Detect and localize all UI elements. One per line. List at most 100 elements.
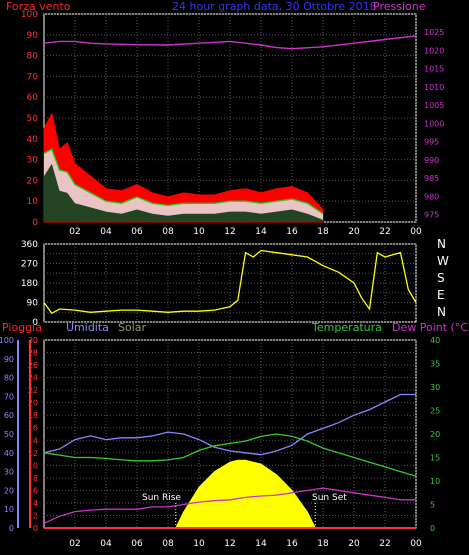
wind-gust-area (43, 112, 324, 223)
pressure-y-tick-label: 990 (424, 156, 439, 165)
wind-y-tick-label: 40 (27, 135, 39, 145)
wind-x-tick-label: 00 (410, 227, 422, 237)
pressure-y-tick-label: 980 (424, 192, 439, 201)
humidity-y-tick-label: 90 (4, 355, 14, 364)
humidity-y-tick-label: 40 (4, 449, 14, 458)
wind-y-tick-label: 10 (27, 197, 39, 207)
wind-y-tick-label: 90 (27, 31, 39, 41)
wind-x-tick-label: 22 (379, 227, 390, 237)
rain-y-tick-label: 2 (33, 511, 38, 520)
rain-y-tick-label: 14 (28, 436, 38, 445)
temperature-y-tick-label: 20 (430, 430, 440, 439)
temperature-y-tick-label: 15 (430, 454, 440, 463)
wind-y-tick-label: 70 (27, 72, 39, 82)
direction-y-tick-label: 180 (21, 279, 38, 289)
wind-axis-label: Forza vento (6, 0, 71, 13)
wind-x-tick-label: 04 (100, 227, 112, 237)
direction-y-tick-label: 90 (27, 299, 39, 309)
humidity-line (43, 393, 416, 456)
pressure-y-tick-label: 995 (424, 138, 439, 147)
temperature-y-tick-label: 10 (430, 477, 440, 486)
rain-axis-label: Pioggia (2, 321, 42, 334)
wind-y-tick-label: 60 (27, 93, 39, 103)
humidity-y-tick-label: 30 (4, 468, 14, 477)
wind-avg-line (43, 148, 324, 215)
direction-label-n-bottom: N (437, 305, 446, 319)
wind-min-area (44, 163, 323, 222)
temp-x-tick-label: 06 (131, 539, 143, 549)
pressure-y-tick-label: 1015 (424, 65, 444, 74)
humidity-y-tick-label: 50 (4, 430, 14, 439)
wind-y-tick-label: 20 (27, 176, 39, 186)
direction-y-tick-label: 0 (32, 318, 38, 328)
wind-x-tick-label: 12 (224, 227, 235, 237)
wind-y-tick-label: 100 (21, 10, 38, 20)
wind-y-tick-label: 80 (27, 52, 39, 62)
temp-humidity-panel: 0246810121416182022242628300102030405060… (0, 336, 440, 549)
wind-x-tick-label: 06 (131, 227, 143, 237)
dewpoint-axis-label: Dew Point (°C) (392, 321, 469, 334)
sunset-annotation: Sun Set (312, 493, 347, 503)
wind-x-tick-label: 18 (317, 227, 329, 237)
pressure-y-tick-label: 1025 (424, 28, 444, 37)
temp-x-tick-label: 04 (100, 539, 112, 549)
humidity-axis-label: Umidita (66, 321, 109, 334)
solar-axis-label: Solar (118, 321, 147, 334)
rain-y-tick-label: 6 (33, 486, 38, 495)
temperature-y-tick-label: 30 (430, 383, 440, 392)
rain-y-tick-label: 18 (28, 411, 38, 420)
humidity-y-tick-label: 70 (4, 392, 14, 401)
wind-x-tick-label: 14 (255, 227, 267, 237)
pressure-y-tick-label: 985 (424, 174, 439, 183)
temp-x-tick-label: 12 (224, 539, 235, 549)
temp-x-tick-label: 00 (410, 539, 422, 549)
humidity-y-tick-label: 60 (4, 411, 14, 420)
temperature-y-tick-label: 40 (430, 336, 440, 345)
pressure-y-tick-label: 1020 (424, 46, 444, 55)
wind-direction-panel: N W S E N 0 90 180 270 360 (21, 237, 449, 328)
temperature-axis-label: Temperatura (311, 321, 382, 334)
wind-avg-area (44, 149, 323, 222)
rain-y-tick-label: 12 (28, 449, 38, 458)
pressure-line (43, 35, 417, 50)
rain-y-tick-label: 4 (33, 499, 38, 508)
temperature-y-tick-label: 5 (430, 501, 435, 510)
direction-line (43, 249, 417, 315)
temp-x-tick-label: 14 (255, 539, 267, 549)
wind-y-tick-label: 50 (27, 114, 39, 124)
wind-y-tick-label: 30 (27, 156, 39, 166)
wind-x-tick-label: 20 (348, 227, 360, 237)
temp-x-tick-label: 22 (379, 539, 390, 549)
wind-x-tick-label: 10 (193, 227, 205, 237)
rain-y-tick-label: 16 (28, 424, 38, 433)
pressure-axis-label: Pressione (373, 0, 426, 13)
humidity-y-tick-label: 10 (4, 505, 14, 514)
sunrise-annotation: Sun Rise (142, 493, 181, 503)
humidity-y-tick-label: 80 (4, 374, 14, 383)
humidity-y-tick-label: 20 (4, 486, 14, 495)
temperature-y-tick-label: 35 (430, 360, 440, 369)
direction-label-n-top: N (437, 237, 446, 251)
rain-y-tick-label: 30 (28, 336, 38, 345)
wind-pressure-panel: 0102030405060708090100975980985990995100… (21, 10, 445, 237)
rain-y-tick-label: 22 (28, 386, 38, 395)
rain-y-tick-label: 8 (33, 474, 38, 483)
pressure-y-tick-label: 1005 (424, 101, 444, 110)
pressure-y-tick-label: 1000 (424, 119, 444, 128)
direction-y-tick-label: 270 (21, 260, 38, 270)
temp-x-tick-label: 02 (69, 539, 80, 549)
temp-x-tick-label: 10 (193, 539, 205, 549)
rain-y-tick-label: 28 (28, 349, 38, 358)
wind-x-tick-label: 08 (162, 227, 174, 237)
temperature-y-tick-label: 25 (430, 407, 440, 416)
direction-label-w: W (437, 254, 449, 268)
solar-area (175, 459, 317, 529)
wind-x-tick-label: 16 (286, 227, 298, 237)
rain-y-tick-label: 24 (28, 374, 38, 383)
direction-label-s: S (437, 271, 445, 285)
temp-x-tick-label: 20 (348, 539, 360, 549)
rain-y-tick-label: 20 (28, 399, 38, 408)
chart-title: 24 hour graph data, 30 Ottobre 2018 (172, 0, 377, 13)
